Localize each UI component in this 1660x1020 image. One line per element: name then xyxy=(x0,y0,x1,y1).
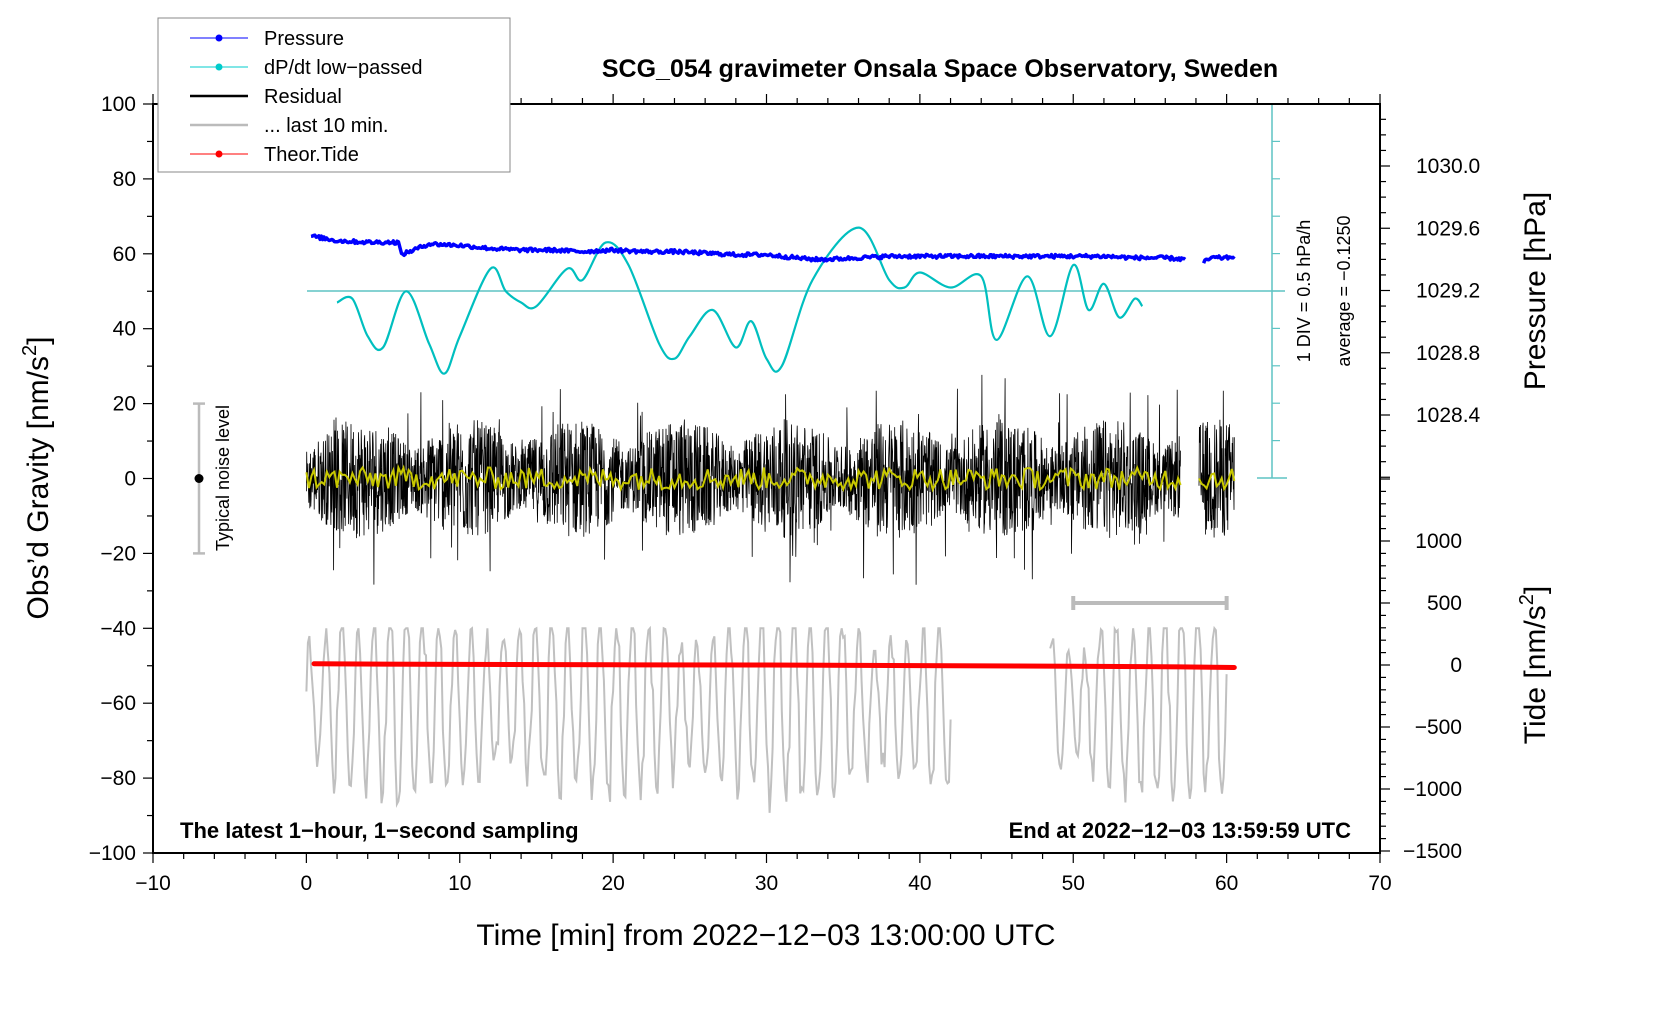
last-10-min-series xyxy=(305,625,1228,813)
legend-label: dP/dt low−passed xyxy=(264,57,422,79)
noise-level-label: Typical noise level xyxy=(213,405,233,551)
tide-tick-label: −1500 xyxy=(1403,840,1462,863)
tide-tick-label: 1000 xyxy=(1415,530,1462,553)
pressure-tick-label: 1028.8 xyxy=(1416,342,1480,365)
y-tick-label: 80 xyxy=(113,168,136,191)
y-tick-label: −20 xyxy=(100,542,136,565)
tide-axis-title-sup: 2 xyxy=(1516,594,1538,605)
dpdt-line xyxy=(336,226,1144,375)
y-tick-label: −40 xyxy=(100,617,136,640)
residual-lowpass-line xyxy=(305,463,1182,493)
x-tick-label: 50 xyxy=(1062,872,1085,895)
legend-marker xyxy=(215,63,223,71)
y-axis-title-sup: 2 xyxy=(19,345,41,356)
last-10-min-line xyxy=(1049,625,1228,803)
x-tick-label: 70 xyxy=(1368,872,1391,895)
noise-bar-center-dot xyxy=(194,474,204,483)
annotation-end-time: End at 2022−12−03 13:59:59 UTC xyxy=(1009,818,1352,843)
y-tick-label: 100 xyxy=(101,93,136,116)
residual-lowpass-line xyxy=(1198,468,1236,492)
x-axis-title: Time [min] from 2022−12−03 13:00:00 UTC xyxy=(476,919,1055,952)
pressure-tick-label: 1029.2 xyxy=(1416,280,1480,303)
pressure-series xyxy=(310,233,1236,264)
pressure-line xyxy=(1201,254,1236,264)
pressure-tick-label: 1028.4 xyxy=(1416,404,1481,427)
x-tick-label: −10 xyxy=(135,872,171,895)
y-tick-label: −100 xyxy=(89,842,136,865)
tide-axis-title: Tide [nm/s2] xyxy=(1516,586,1552,744)
pressure-tick-label: 1030.0 xyxy=(1416,155,1480,178)
y-axis-title: Obs’d Gravity [nm/s2] xyxy=(19,337,55,620)
y-tick-label: 0 xyxy=(124,468,136,491)
y-axis-title-end: ] xyxy=(22,337,55,345)
chart-title: SCG_054 gravimeter Onsala Space Observat… xyxy=(602,55,1278,83)
tide-tick-label: 0 xyxy=(1450,654,1462,677)
pressure-line xyxy=(310,233,1187,263)
tide-axis-title-end: ] xyxy=(1519,586,1552,594)
annotation-sampling: The latest 1−hour, 1−second sampling xyxy=(180,818,579,843)
x-tick-label: 10 xyxy=(448,872,471,895)
last-10-min-line xyxy=(305,625,952,813)
y-tick-label: −80 xyxy=(100,767,136,790)
legend-marker xyxy=(215,34,223,42)
y-axis-title-main: Obs’d Gravity [nm/s xyxy=(22,356,55,619)
pressure-tick-label: 1029.6 xyxy=(1416,217,1480,240)
x-tick-label: 0 xyxy=(301,872,313,895)
theor-tide-line xyxy=(311,661,1237,670)
legend-label: ... last 10 min. xyxy=(264,115,389,137)
residual-lowpass-series xyxy=(305,463,1236,493)
legend: Pressure dP/dt low−passed Residual ... last… xyxy=(157,17,511,173)
range-bars xyxy=(193,402,1229,610)
dpdt-series xyxy=(336,226,1144,375)
x-tick-label: 60 xyxy=(1215,872,1238,895)
theor-tide-series xyxy=(311,661,1237,670)
legend-entries: Pressure dP/dt low−passed Residual ... last… xyxy=(190,28,422,166)
tide-axis-title-main: Tide [nm/s xyxy=(1519,605,1552,744)
legend-label: Theor.Tide xyxy=(264,144,359,166)
x-tick-label: 20 xyxy=(601,872,624,895)
x-tick-label: 40 xyxy=(908,872,931,895)
legend-marker xyxy=(215,150,223,158)
residual-line xyxy=(1198,390,1235,538)
y-tick-label: 60 xyxy=(113,243,136,266)
tide-tick-label: 500 xyxy=(1427,592,1462,615)
tide-tick-label: −1000 xyxy=(1403,778,1462,801)
y-tick-label: 20 xyxy=(113,393,136,416)
tide-tick-label: −500 xyxy=(1415,716,1462,739)
legend-label: Residual xyxy=(264,86,342,108)
dpdt-average-label: average = −0.1250 xyxy=(1334,215,1354,366)
tick-labels: −10 0 10 20 30 40 50 60 70100806040200−20−40−60−… xyxy=(89,93,1481,895)
y-tick-label: −60 xyxy=(100,692,136,715)
dpdt-div-label: 1 DIV = 0.5 hPa/h xyxy=(1294,220,1314,363)
y-tick-label: 40 xyxy=(113,318,136,341)
x-tick-label: 30 xyxy=(755,872,778,895)
pressure-axis-title: Pressure [hPa] xyxy=(1519,192,1552,390)
axes xyxy=(143,94,1390,863)
legend-label: Pressure xyxy=(264,28,344,50)
